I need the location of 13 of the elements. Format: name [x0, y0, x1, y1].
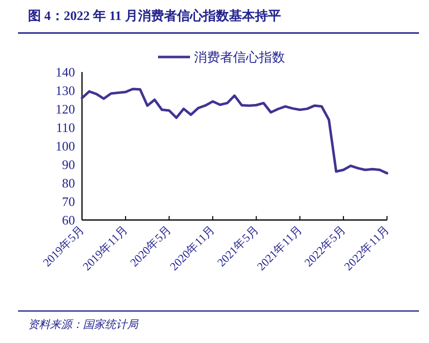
y-tick-label: 120: [56, 102, 75, 116]
y-tick-label: 130: [56, 83, 75, 98]
annotation: 资料来源：国家统计局: [28, 319, 138, 331]
y-tick-label: 80: [62, 176, 75, 190]
y-tick-label: 70: [62, 194, 75, 209]
legend: 消费者信心指数: [158, 50, 285, 64]
y-tick-label: 100: [56, 138, 75, 154]
y-tick-label: 110: [56, 120, 75, 135]
y-tick-label: 140: [56, 64, 75, 80]
legend-label: 消费者信心指数: [194, 50, 285, 64]
y-tick-label: 90: [62, 157, 75, 172]
title: 图 4：2022 年 11 月消费者信心指数基本持平: [28, 8, 281, 23]
y-tick-label: 60: [62, 212, 75, 228]
